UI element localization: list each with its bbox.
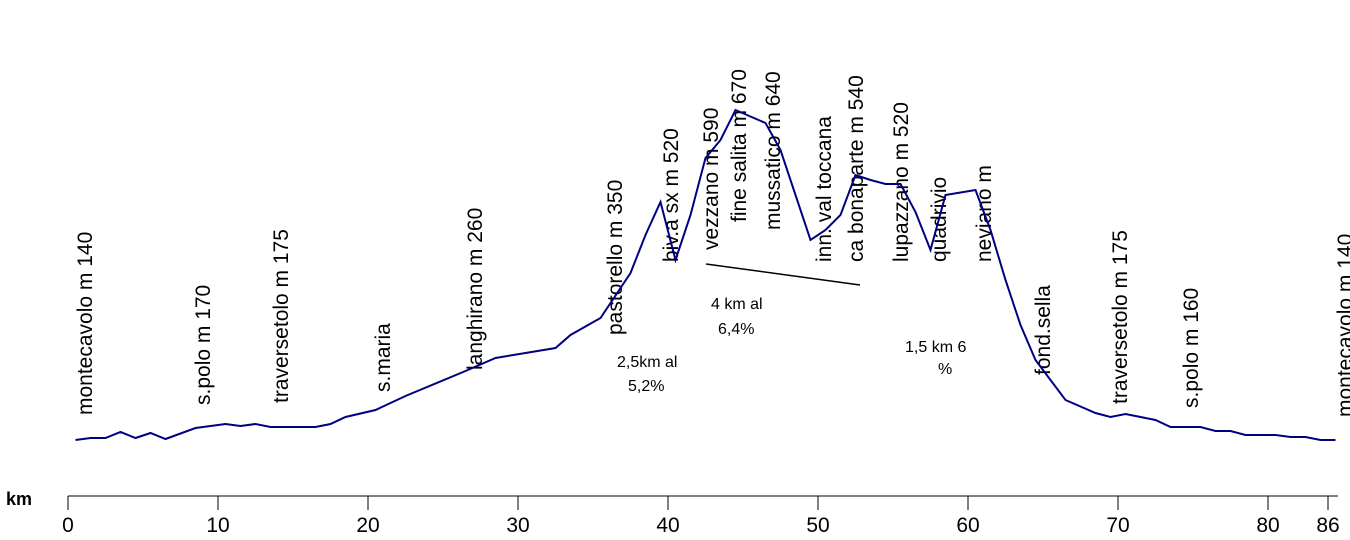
x-axis: 0 10 20 30 40 50 60 70 80 86 km	[6, 489, 1340, 537]
x-tick-label: 80	[1256, 514, 1279, 537]
x-tick-label: 86	[1316, 514, 1339, 537]
gradient-annotation: %	[938, 361, 952, 378]
place-label: fine salita m 670	[728, 69, 751, 222]
place-label: traversetolo m 175	[1109, 230, 1132, 404]
gradient-annotation: 5,2%	[628, 378, 664, 395]
place-label: pastorello m 350	[604, 180, 627, 335]
place-label: fond.sella	[1032, 285, 1055, 375]
x-tick-label: 0	[62, 514, 74, 537]
place-label: s.polo m 160	[1180, 288, 1203, 408]
x-tick-label: 20	[356, 514, 379, 537]
place-label: mussatico m 640	[762, 71, 785, 230]
place-label: montecavolo m 140	[74, 232, 97, 415]
x-tick-label: 60	[956, 514, 979, 537]
x-tick-label: 30	[506, 514, 529, 537]
place-label: lupazzano m 520	[890, 102, 913, 262]
place-labels: montecavolo m 140 s.polo m 170 traversetol…	[74, 69, 1350, 417]
place-label: s.polo m 170	[192, 285, 215, 405]
x-tick-label: 10	[206, 514, 229, 537]
elevation-line	[75, 108, 1336, 441]
gradient-annotation: 4 km al	[711, 296, 763, 313]
x-axis-title: km	[6, 489, 32, 509]
place-label: biv.a sx m 520	[660, 128, 683, 262]
place-label: montecavolo m 140	[1334, 234, 1350, 417]
x-ticks: 0 10 20 30 40 50 60 70 80 86	[62, 496, 1340, 537]
x-tick-label: 70	[1106, 514, 1129, 537]
x-tick-label: 50	[806, 514, 829, 537]
place-label: langhirano m 260	[464, 208, 487, 370]
gradient-annotation: 2,5km al	[617, 354, 677, 371]
gradient-annotations: 2,5km al 5,2% 4 km al 6,4% 1,5 km 6%	[617, 296, 966, 395]
gradient-annotation: 6,4%	[718, 321, 754, 338]
place-label: s.maria	[372, 323, 395, 392]
place-label: inn. val toccana	[813, 116, 836, 262]
place-label: traversetolo m 175	[270, 229, 293, 403]
gradient-annotation: 1,5 km 6	[905, 339, 966, 356]
x-tick-label: 40	[656, 514, 679, 537]
place-label: ca bonaparte m 540	[845, 75, 868, 262]
place-label: vezzano m 590	[700, 108, 723, 250]
grade-reference-line	[705, 263, 861, 286]
